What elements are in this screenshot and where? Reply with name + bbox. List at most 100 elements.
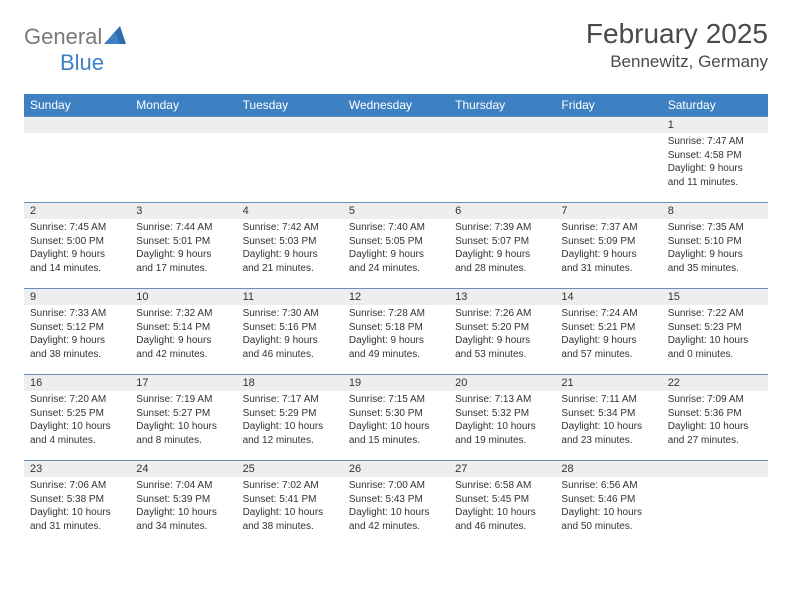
sunset-text: Sunset: 5:05 PM xyxy=(349,235,443,249)
day-details: Sunrise: 7:19 AMSunset: 5:27 PMDaylight:… xyxy=(130,391,236,451)
daylight-text: Daylight: 10 hours and 4 minutes. xyxy=(30,420,124,447)
calendar-cell: 14Sunrise: 7:24 AMSunset: 5:21 PMDayligh… xyxy=(555,289,661,375)
sunrise-text: Sunrise: 7:22 AM xyxy=(668,307,762,321)
day-number: 16 xyxy=(24,375,130,391)
calendar-cell: 27Sunrise: 6:58 AMSunset: 5:45 PMDayligh… xyxy=(449,461,555,547)
sunset-text: Sunset: 5:20 PM xyxy=(455,321,549,335)
calendar-cell xyxy=(24,117,130,203)
day-details: Sunrise: 7:20 AMSunset: 5:25 PMDaylight:… xyxy=(24,391,130,451)
calendar-cell: 13Sunrise: 7:26 AMSunset: 5:20 PMDayligh… xyxy=(449,289,555,375)
sunset-text: Sunset: 5:23 PM xyxy=(668,321,762,335)
sunrise-text: Sunrise: 7:35 AM xyxy=(668,221,762,235)
sunrise-text: Sunrise: 7:42 AM xyxy=(243,221,337,235)
daylight-text: Daylight: 10 hours and 15 minutes. xyxy=(349,420,443,447)
daylight-text: Daylight: 10 hours and 38 minutes. xyxy=(243,506,337,533)
sunrise-text: Sunrise: 7:26 AM xyxy=(455,307,549,321)
logo: General xyxy=(24,18,126,50)
day-number: 8 xyxy=(662,203,768,219)
sunset-text: Sunset: 5:00 PM xyxy=(30,235,124,249)
daylight-text: Daylight: 10 hours and 0 minutes. xyxy=(668,334,762,361)
sunset-text: Sunset: 5:10 PM xyxy=(668,235,762,249)
sunset-text: Sunset: 5:12 PM xyxy=(30,321,124,335)
day-details: Sunrise: 7:47 AMSunset: 4:58 PMDaylight:… xyxy=(662,133,768,193)
day-details: Sunrise: 7:22 AMSunset: 5:23 PMDaylight:… xyxy=(662,305,768,365)
day-number: 5 xyxy=(343,203,449,219)
calendar-cell: 20Sunrise: 7:13 AMSunset: 5:32 PMDayligh… xyxy=(449,375,555,461)
weekday-header: Thursday xyxy=(449,94,555,117)
sunset-text: Sunset: 5:18 PM xyxy=(349,321,443,335)
calendar-cell: 24Sunrise: 7:04 AMSunset: 5:39 PMDayligh… xyxy=(130,461,236,547)
calendar-cell: 15Sunrise: 7:22 AMSunset: 5:23 PMDayligh… xyxy=(662,289,768,375)
sunrise-text: Sunrise: 7:04 AM xyxy=(136,479,230,493)
sunrise-text: Sunrise: 7:15 AM xyxy=(349,393,443,407)
day-details: Sunrise: 7:42 AMSunset: 5:03 PMDaylight:… xyxy=(237,219,343,279)
calendar-cell: 5Sunrise: 7:40 AMSunset: 5:05 PMDaylight… xyxy=(343,203,449,289)
day-details: Sunrise: 7:02 AMSunset: 5:41 PMDaylight:… xyxy=(237,477,343,537)
calendar-cell: 4Sunrise: 7:42 AMSunset: 5:03 PMDaylight… xyxy=(237,203,343,289)
calendar-cell xyxy=(555,117,661,203)
calendar-cell: 3Sunrise: 7:44 AMSunset: 5:01 PMDaylight… xyxy=(130,203,236,289)
day-details: Sunrise: 7:17 AMSunset: 5:29 PMDaylight:… xyxy=(237,391,343,451)
sunset-text: Sunset: 5:27 PM xyxy=(136,407,230,421)
sunrise-text: Sunrise: 7:33 AM xyxy=(30,307,124,321)
weekday-header: Friday xyxy=(555,94,661,117)
sunset-text: Sunset: 5:32 PM xyxy=(455,407,549,421)
sunrise-text: Sunrise: 7:11 AM xyxy=(561,393,655,407)
sunset-text: Sunset: 5:41 PM xyxy=(243,493,337,507)
day-number xyxy=(24,117,130,133)
day-number xyxy=(555,117,661,133)
daylight-text: Daylight: 9 hours and 14 minutes. xyxy=(30,248,124,275)
day-details: Sunrise: 7:33 AMSunset: 5:12 PMDaylight:… xyxy=(24,305,130,365)
sunrise-text: Sunrise: 7:06 AM xyxy=(30,479,124,493)
calendar-cell: 2Sunrise: 7:45 AMSunset: 5:00 PMDaylight… xyxy=(24,203,130,289)
sunset-text: Sunset: 5:45 PM xyxy=(455,493,549,507)
daylight-text: Daylight: 10 hours and 12 minutes. xyxy=(243,420,337,447)
sunset-text: Sunset: 5:38 PM xyxy=(30,493,124,507)
sunset-text: Sunset: 5:01 PM xyxy=(136,235,230,249)
day-number: 22 xyxy=(662,375,768,391)
calendar-week-row: 9Sunrise: 7:33 AMSunset: 5:12 PMDaylight… xyxy=(24,289,768,375)
day-details: Sunrise: 6:58 AMSunset: 5:45 PMDaylight:… xyxy=(449,477,555,537)
daylight-text: Daylight: 9 hours and 49 minutes. xyxy=(349,334,443,361)
day-details: Sunrise: 7:15 AMSunset: 5:30 PMDaylight:… xyxy=(343,391,449,451)
day-details: Sunrise: 7:13 AMSunset: 5:32 PMDaylight:… xyxy=(449,391,555,451)
daylight-text: Daylight: 9 hours and 21 minutes. xyxy=(243,248,337,275)
day-details: Sunrise: 7:00 AMSunset: 5:43 PMDaylight:… xyxy=(343,477,449,537)
calendar-cell: 1Sunrise: 7:47 AMSunset: 4:58 PMDaylight… xyxy=(662,117,768,203)
day-number: 1 xyxy=(662,117,768,133)
daylight-text: Daylight: 9 hours and 38 minutes. xyxy=(30,334,124,361)
daylight-text: Daylight: 9 hours and 28 minutes. xyxy=(455,248,549,275)
daylight-text: Daylight: 9 hours and 53 minutes. xyxy=(455,334,549,361)
daylight-text: Daylight: 9 hours and 17 minutes. xyxy=(136,248,230,275)
sunset-text: Sunset: 5:30 PM xyxy=(349,407,443,421)
logo-text-general: General xyxy=(24,24,102,50)
day-number: 17 xyxy=(130,375,236,391)
daylight-text: Daylight: 10 hours and 34 minutes. xyxy=(136,506,230,533)
daylight-text: Daylight: 10 hours and 42 minutes. xyxy=(349,506,443,533)
sunrise-text: Sunrise: 7:32 AM xyxy=(136,307,230,321)
calendar-cell: 6Sunrise: 7:39 AMSunset: 5:07 PMDaylight… xyxy=(449,203,555,289)
sunrise-text: Sunrise: 7:30 AM xyxy=(243,307,337,321)
day-number xyxy=(237,117,343,133)
sunset-text: Sunset: 5:09 PM xyxy=(561,235,655,249)
daylight-text: Daylight: 10 hours and 50 minutes. xyxy=(561,506,655,533)
day-number: 6 xyxy=(449,203,555,219)
daylight-text: Daylight: 9 hours and 35 minutes. xyxy=(668,248,762,275)
weekday-header: Tuesday xyxy=(237,94,343,117)
sunset-text: Sunset: 5:29 PM xyxy=(243,407,337,421)
day-number xyxy=(343,117,449,133)
sunset-text: Sunset: 5:36 PM xyxy=(668,407,762,421)
calendar-cell: 10Sunrise: 7:32 AMSunset: 5:14 PMDayligh… xyxy=(130,289,236,375)
calendar-cell: 23Sunrise: 7:06 AMSunset: 5:38 PMDayligh… xyxy=(24,461,130,547)
day-details: Sunrise: 7:04 AMSunset: 5:39 PMDaylight:… xyxy=(130,477,236,537)
day-number: 3 xyxy=(130,203,236,219)
sunrise-text: Sunrise: 7:02 AM xyxy=(243,479,337,493)
day-number: 4 xyxy=(237,203,343,219)
calendar-cell: 26Sunrise: 7:00 AMSunset: 5:43 PMDayligh… xyxy=(343,461,449,547)
day-number: 20 xyxy=(449,375,555,391)
sunrise-text: Sunrise: 7:17 AM xyxy=(243,393,337,407)
page: General February 2025 Bennewitz, Germany… xyxy=(0,0,792,565)
day-number: 10 xyxy=(130,289,236,305)
weekday-header-row: SundayMondayTuesdayWednesdayThursdayFrid… xyxy=(24,94,768,117)
daylight-text: Daylight: 9 hours and 31 minutes. xyxy=(561,248,655,275)
